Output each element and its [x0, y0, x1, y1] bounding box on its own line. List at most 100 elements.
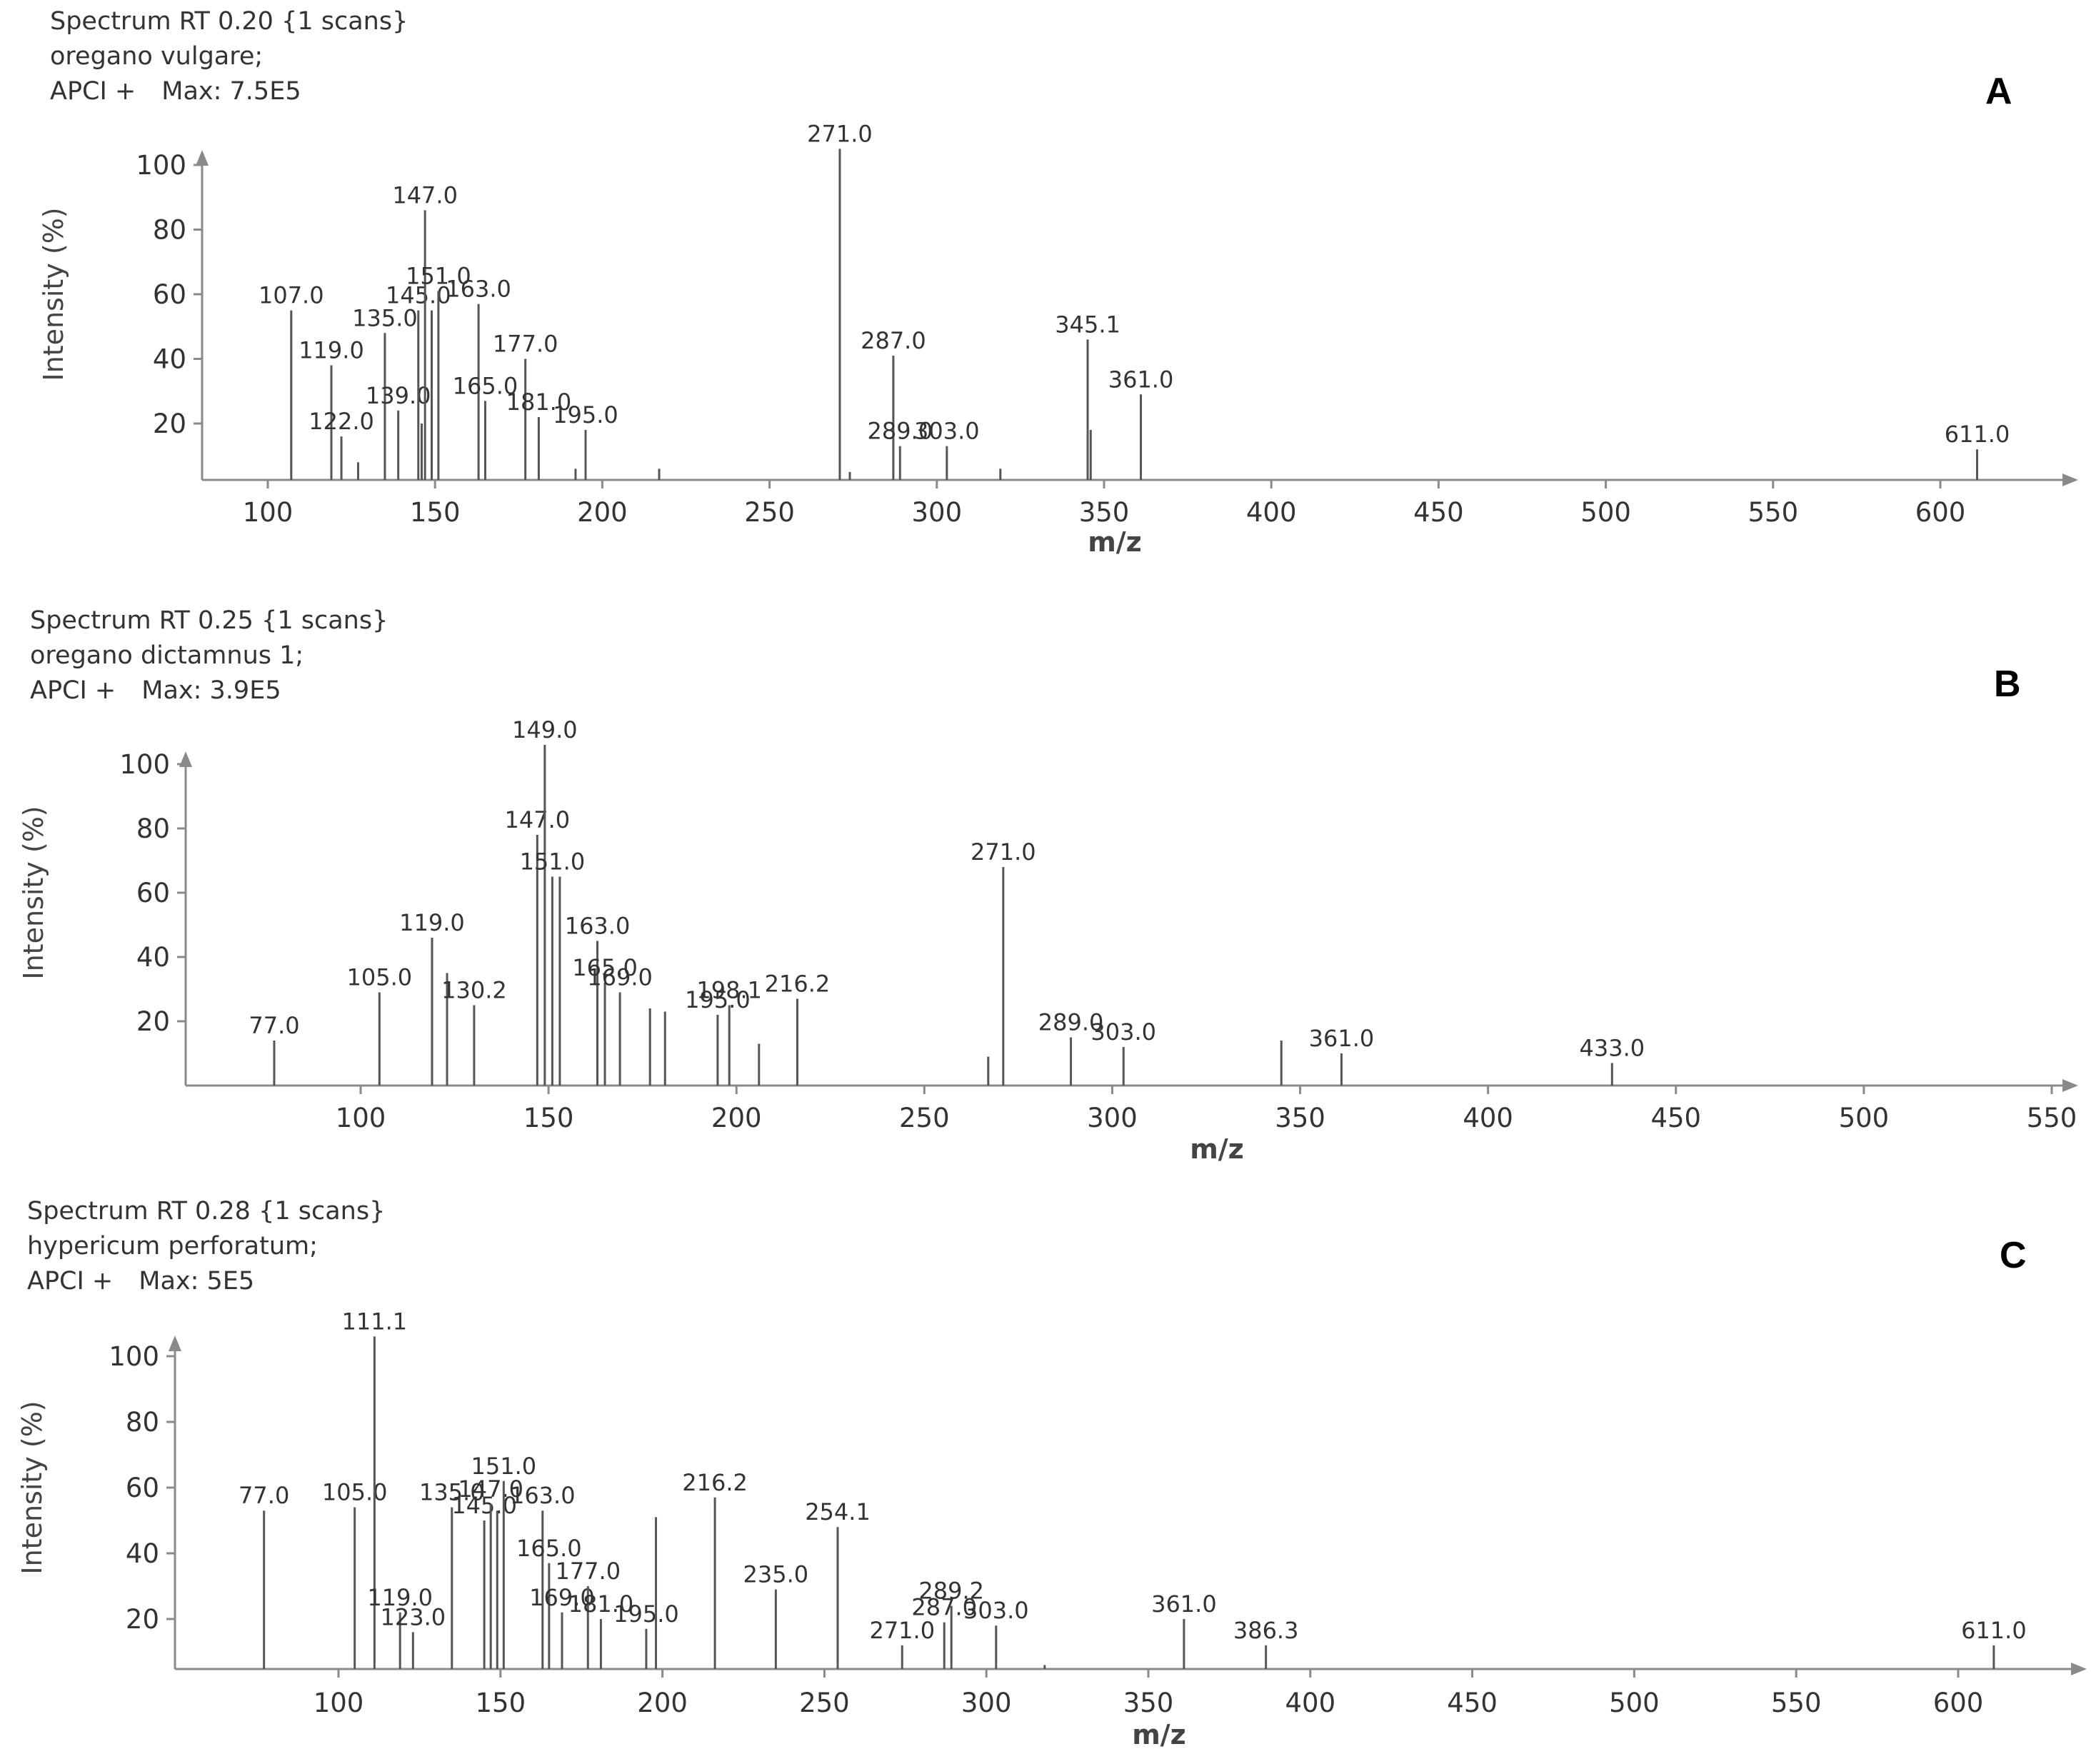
y-tick-label: 60	[153, 279, 186, 310]
peak-label: 163.0	[446, 276, 511, 303]
panel-b-meta: APCI + Max: 3.9E5	[30, 673, 388, 708]
y-axis-title: Intensity (%)	[16, 1400, 48, 1574]
peak-label: 130.2	[441, 977, 507, 1004]
x-tick-label: 350	[1275, 1103, 1325, 1133]
peak-label: 271.0	[807, 120, 873, 147]
x-tick-label: 500	[1609, 1688, 1660, 1718]
x-axis-arrow	[2062, 473, 2078, 486]
y-tick-label: 20	[126, 1604, 159, 1635]
panel-a-meta: APCI + Max: 7.5E5	[50, 74, 408, 109]
panel-b-max: Max: 3.9E5	[141, 676, 281, 705]
y-tick-label: 20	[136, 1006, 170, 1037]
panel-c-meta: APCI + Max: 5E5	[27, 1264, 385, 1299]
x-tick-label: 150	[523, 1103, 574, 1133]
peak-label: 361.0	[1108, 366, 1174, 393]
y-tick-label: 100	[136, 150, 186, 181]
peak-label: 151.0	[471, 1453, 537, 1480]
x-tick-label: 450	[1447, 1688, 1498, 1718]
peak-label: 119.0	[367, 1584, 433, 1611]
peak-label: 163.0	[565, 913, 631, 940]
peak-label: 105.0	[322, 1479, 388, 1506]
x-tick-label: 350	[1123, 1688, 1174, 1718]
panel-b-letter: B	[1994, 663, 2021, 705]
spectrum-chart-b: 20 40 60 80 100 100 150 200 250 300 350 400 450 500 55…	[18, 716, 2078, 1165]
y-axis-arrow	[196, 150, 209, 166]
peak-label: 195.0	[685, 986, 751, 1013]
x-tick-label: 500	[1839, 1103, 1890, 1133]
panel-a-sample: oregano vulgare;	[50, 42, 264, 71]
peak-label: 216.2	[765, 971, 831, 998]
peak-label: 386.3	[1233, 1617, 1299, 1644]
peak-label: 77.0	[249, 1012, 299, 1039]
peak-label: 105.0	[347, 964, 413, 991]
peak-label: 151.0	[406, 262, 471, 289]
panel-c-title: Spectrum RT 0.28 {1 scans}	[27, 1197, 386, 1226]
peak-label: 123.0	[381, 1603, 446, 1630]
peak-label: 169.0	[587, 964, 653, 991]
y-axis-arrow	[169, 1335, 181, 1351]
peak-label: 163.0	[510, 1482, 576, 1509]
x-tick-label: 250	[799, 1688, 850, 1718]
y-tick-label: 20	[153, 409, 186, 439]
peak-label: 169.0	[529, 1584, 595, 1611]
panel-b-ionization: APCI +	[30, 676, 116, 705]
x-axis-title: m/z	[1088, 526, 1142, 558]
peak-label: 135.0	[352, 304, 418, 331]
panel-c-ionization: APCI +	[27, 1267, 114, 1296]
peak-label: 611.0	[1945, 421, 2010, 448]
peak-label: 361.0	[1309, 1025, 1375, 1052]
panel-b-title: Spectrum RT 0.25 {1 scans}	[30, 606, 388, 635]
peak-label: 181.0	[568, 1590, 634, 1618]
panel-a-ionization: APCI +	[50, 77, 136, 106]
peak-label: 289.0	[1038, 1009, 1104, 1036]
x-tick-label: 200	[577, 497, 628, 528]
peak-label: 147.0	[505, 806, 571, 833]
panel-b-header: Spectrum RT 0.25 {1 scans} oregano dicta…	[30, 603, 388, 708]
y-tick-label: 60	[126, 1473, 159, 1503]
x-axis-arrow	[2062, 1079, 2078, 1092]
x-axis-title: m/z	[1132, 1719, 1186, 1750]
x-tick-label: 400	[1246, 497, 1297, 528]
y-axis-title: Intensity (%)	[18, 806, 49, 979]
x-axis-arrow	[2071, 1663, 2087, 1675]
panel-a-header: Spectrum RT 0.20 {1 scans} oregano vulga…	[50, 4, 408, 109]
x-tick-label: 100	[243, 497, 294, 528]
x-axis-title: m/z	[1190, 1133, 1244, 1165]
x-tick-label: 300	[961, 1688, 1012, 1718]
peak-label: 254.1	[805, 1498, 871, 1525]
peak-label: 289.0	[867, 418, 933, 445]
peak-label: 177.0	[493, 331, 558, 358]
panel-c-sample: hypericum perforatum;	[27, 1232, 318, 1261]
peak-label: 303.0	[963, 1597, 1029, 1624]
peak-label: 195.0	[553, 401, 618, 429]
peak-label: 77.0	[239, 1482, 289, 1509]
y-tick-label: 40	[136, 942, 170, 973]
peak-label: 345.1	[1055, 311, 1120, 338]
x-tick-label: 600	[1933, 1688, 1984, 1718]
peak-label: 135.0	[419, 1479, 485, 1506]
x-tick-label: 300	[1087, 1103, 1138, 1133]
panel-b-sample: oregano dictamnus 1;	[30, 641, 304, 670]
x-tick-label: 300	[911, 497, 962, 528]
x-tick-label: 550	[1771, 1688, 1822, 1718]
peak-label: 289.2	[918, 1578, 984, 1605]
x-tick-label: 250	[899, 1103, 950, 1133]
peak-label: 149.0	[512, 716, 578, 743]
x-tick-label: 150	[475, 1688, 526, 1718]
spectrum-chart-c: 20 40 60 80 100 100 150 200 250 300 350 400 450 500 55…	[16, 1308, 2087, 1750]
peak-label: 303.0	[914, 418, 980, 445]
y-tick-label: 100	[109, 1341, 159, 1372]
peak-label: 119.0	[299, 337, 364, 364]
panel-c-letter: C	[2000, 1235, 2027, 1276]
x-tick-label: 550	[1747, 497, 1798, 528]
y-tick-label: 100	[119, 749, 170, 780]
spectrum-chart-a: 20 40 60 80 100 100 150 200 250 300 350 400 450 500 55…	[38, 120, 2078, 558]
peak-label: 165.0	[453, 372, 518, 399]
peak-label: 181.0	[506, 389, 572, 416]
x-tick-label: 200	[637, 1688, 688, 1718]
peak-label: 611.0	[1961, 1617, 2027, 1644]
x-tick-label: 500	[1580, 497, 1631, 528]
peak-label: 147.0	[458, 1475, 523, 1503]
x-tick-label: 150	[410, 497, 461, 528]
